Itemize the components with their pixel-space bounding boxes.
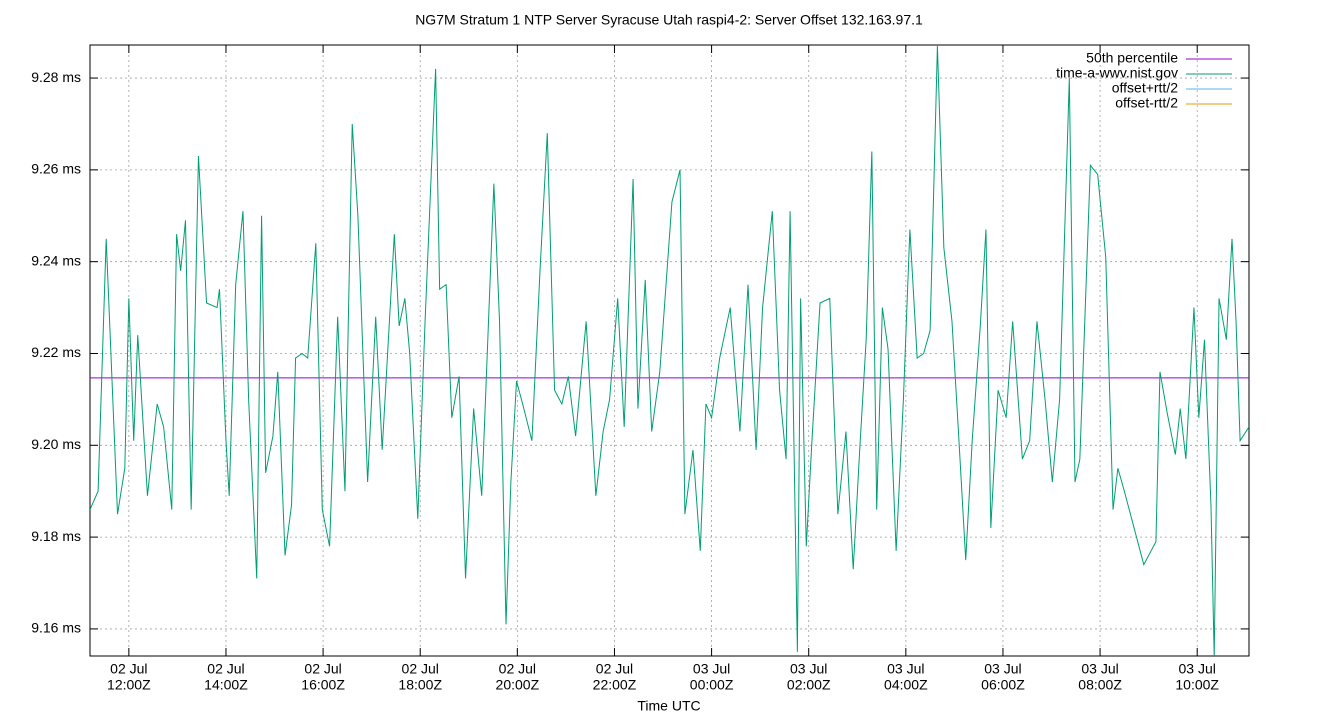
y-tick-label: 9.16 ms [31, 620, 81, 636]
y-tick-label: 9.24 ms [31, 252, 81, 268]
x-tick-label: 03 Jul [790, 661, 827, 677]
x-tick-label: 02 Jul [110, 661, 147, 677]
x-tick-label: 18:00Z [398, 677, 442, 693]
x-tick-label: 03 Jul [1081, 661, 1118, 677]
x-tick-label: 06:00Z [981, 677, 1025, 693]
x-tick-label: 00:00Z [690, 677, 734, 693]
x-tick-label: 14:00Z [204, 677, 248, 693]
y-tick-label: 9.26 ms [31, 161, 81, 177]
y-tick-label: 9.28 ms [31, 69, 81, 85]
x-tick-label: 16:00Z [301, 677, 345, 693]
x-tick-label: 02 Jul [304, 661, 341, 677]
plot-frame [89, 44, 1250, 657]
x-tick-label: 02 Jul [596, 661, 633, 677]
x-tick-label: 02 Jul [207, 661, 244, 677]
y-tick-label: 9.18 ms [31, 528, 81, 544]
series-line [90, 45, 1249, 656]
legend-label: 50th percentile [1086, 50, 1178, 66]
x-axis-label: Time UTC [637, 698, 700, 714]
y-tick-label: 9.20 ms [31, 436, 81, 452]
x-tick-label: 22:00Z [593, 677, 637, 693]
x-tick-label: 12:00Z [107, 677, 151, 693]
x-tick-label: 02 Jul [402, 661, 439, 677]
x-tick-label: 02 Jul [499, 661, 536, 677]
y-tick-label: 9.22 ms [31, 344, 81, 360]
x-tick-label: 10:00Z [1175, 677, 1219, 693]
x-tick-label: 04:00Z [884, 677, 928, 693]
legend-label: offset+rtt/2 [1112, 80, 1178, 96]
chart-title: NG7M Stratum 1 NTP Server Syracuse Utah … [415, 12, 923, 28]
legend-label: offset-rtt/2 [1115, 95, 1178, 111]
x-tick-label: 03 Jul [693, 661, 730, 677]
x-tick-label: 03 Jul [887, 661, 924, 677]
legend-label: time-a-wwv.nist.gov [1056, 65, 1178, 81]
x-tick-label: 20:00Z [496, 677, 540, 693]
x-tick-label: 03 Jul [984, 661, 1021, 677]
plot-area [90, 45, 1249, 656]
x-tick-label: 08:00Z [1078, 677, 1122, 693]
x-tick-label: 02:00Z [787, 677, 831, 693]
x-tick-label: 03 Jul [1179, 661, 1216, 677]
